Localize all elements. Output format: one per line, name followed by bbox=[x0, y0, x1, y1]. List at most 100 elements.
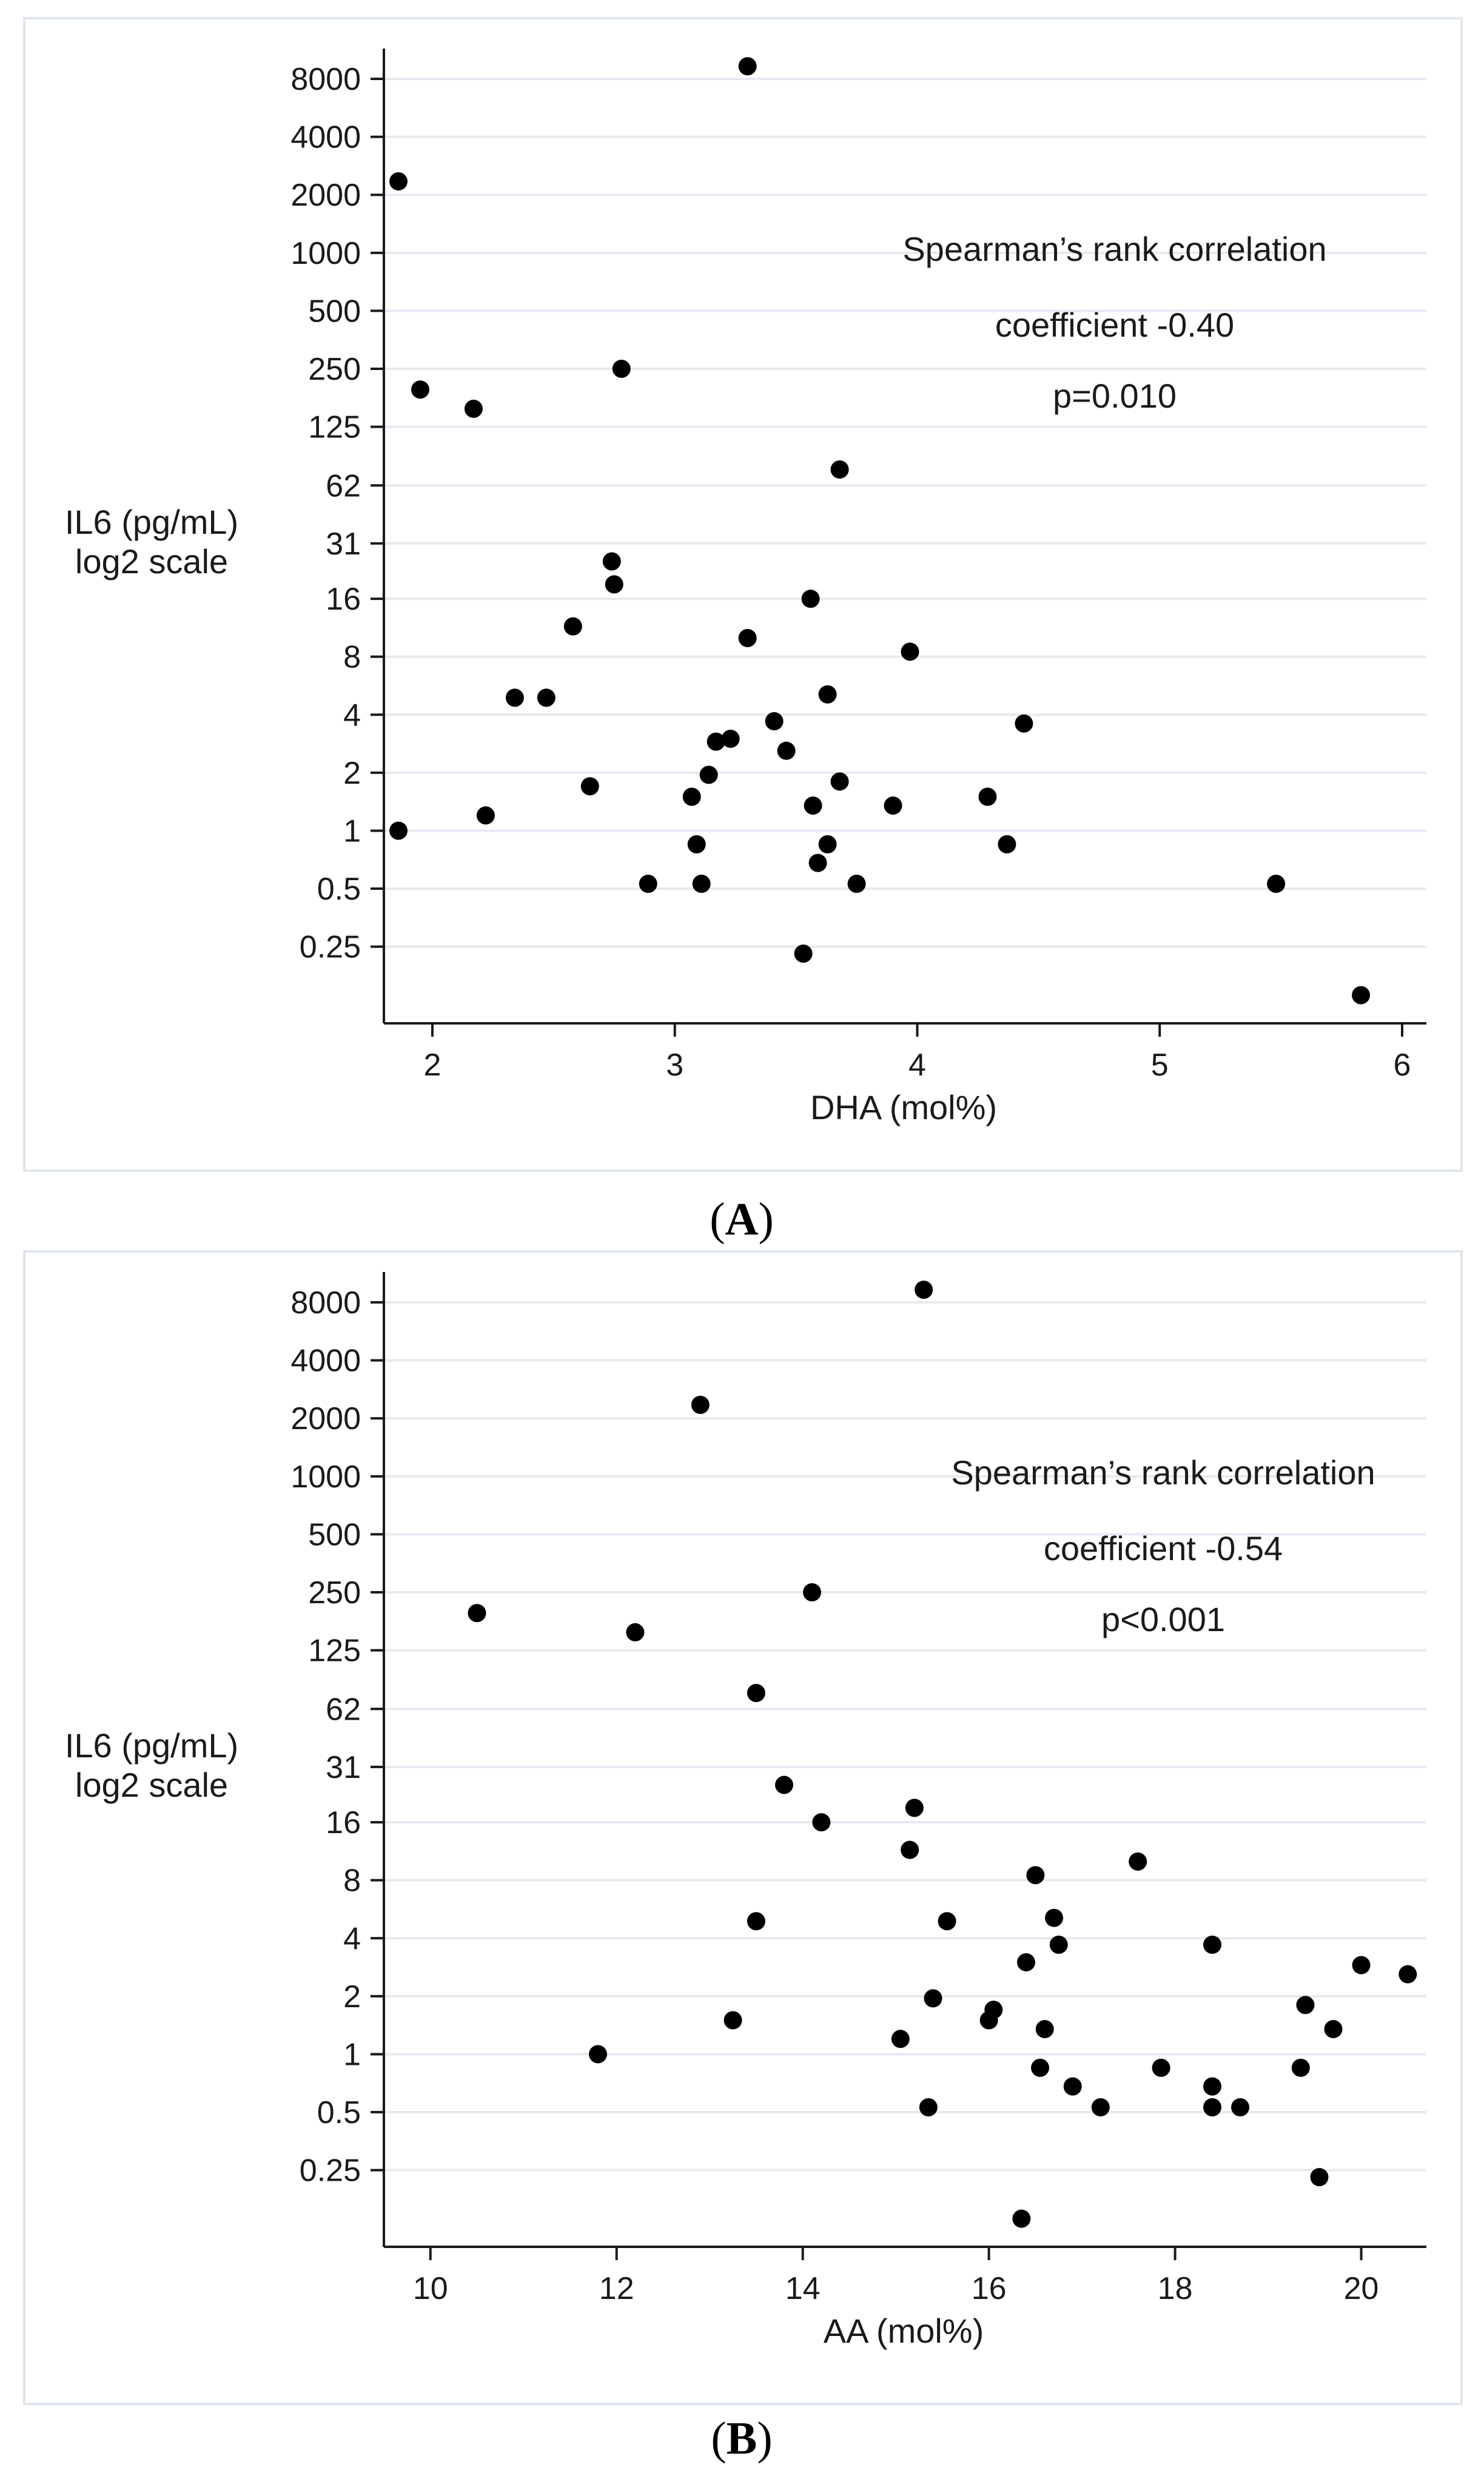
panel-a-data-point bbox=[721, 729, 740, 748]
panel-a-data-point bbox=[794, 944, 813, 963]
panel-b-y-tick-label: 4000 bbox=[290, 1344, 361, 1379]
panel-b-data-point bbox=[1063, 2077, 1082, 2096]
panel-a-annotation-line3: p=0.010 bbox=[1053, 377, 1177, 415]
panel-b: 0.250.5124816316212525050010002000400080… bbox=[23, 1250, 1463, 2405]
panel-a-y-axis-title-line2: log2 scale bbox=[75, 542, 228, 581]
panel-a-data-point bbox=[818, 685, 837, 704]
panel-b-y-axis-title-line2: log2 scale bbox=[75, 1766, 228, 1804]
panel-b-x-tick-label: 10 bbox=[413, 2271, 448, 2306]
panel-a-y-tick-label: 62 bbox=[326, 468, 361, 503]
panel-b-annotation-line3: p<0.001 bbox=[1101, 1600, 1225, 1638]
panel-a-data-point bbox=[808, 853, 827, 872]
panel-b-data-point bbox=[979, 2011, 998, 2030]
panel-a-data-point bbox=[804, 796, 822, 815]
panel-a-y-tick-label: 125 bbox=[308, 410, 361, 445]
panel-a-y-tick-label: 31 bbox=[326, 527, 361, 562]
panel-a-data-point bbox=[537, 688, 556, 707]
panel-b-y-tick-label: 8 bbox=[343, 1863, 361, 1899]
panel-b-data-point bbox=[1291, 2058, 1310, 2077]
panel-a-axes bbox=[383, 49, 1426, 1025]
panel-a-x-ticks: 2 3 4 5 6 bbox=[423, 1023, 1411, 1083]
panel-b-frame bbox=[23, 1250, 1463, 2405]
panel-a-frame bbox=[23, 17, 1463, 1172]
panel-a-data-point bbox=[476, 806, 495, 825]
panel-a-data-point bbox=[738, 57, 757, 76]
panel-a-annotation-line1: Spearman’s rank correlation bbox=[902, 230, 1326, 268]
panel-b-x-tick-label: 16 bbox=[972, 2271, 1007, 2306]
panel-a-y-tick-label: 0.5 bbox=[317, 872, 361, 907]
panel-a-y-tick-label: 8000 bbox=[290, 62, 361, 97]
panel-b-data-point bbox=[774, 1775, 793, 1794]
panel-b-data-point bbox=[1091, 2098, 1110, 2117]
panel-a-y-tick-label: 500 bbox=[308, 294, 361, 329]
panel-b-x-tick-label: 12 bbox=[599, 2271, 634, 2306]
panel-b-data-point bbox=[724, 2011, 742, 2030]
panel-a-data-point bbox=[1267, 875, 1286, 894]
panel-a-y-tick-label: 2 bbox=[343, 756, 361, 791]
panel-b-data-point bbox=[468, 1604, 486, 1623]
panel-b-y-tick-label: 16 bbox=[326, 1805, 361, 1840]
panel-b-gridlines bbox=[384, 1301, 1426, 2172]
panel-b-data-point bbox=[1017, 1953, 1036, 1971]
panel-b-data-point bbox=[901, 1840, 919, 1859]
panel-a-data-point bbox=[830, 460, 849, 479]
panel-b-data-point bbox=[924, 1989, 942, 2008]
panel-a-data-point bbox=[801, 590, 820, 608]
panel-b-data-point bbox=[905, 1799, 924, 1817]
panel-b-data-point bbox=[1035, 2020, 1054, 2039]
panel-b-data-point bbox=[1045, 1908, 1064, 1927]
panel-a-data-point bbox=[998, 835, 1016, 853]
panel-a-annotation-line2: coefficient -0.40 bbox=[995, 306, 1234, 344]
panel-b-y-ticks: 0.25 0.5 1 2 4 8 16 31 62 125 250 500 1000 2000 4000 80… bbox=[290, 1285, 384, 2189]
panel-b-data-point bbox=[589, 2045, 608, 2064]
panel-b-y-tick-label: 2000 bbox=[290, 1401, 361, 1436]
panel-b-data-point bbox=[1324, 2020, 1343, 2039]
panel-b-data-point bbox=[747, 1912, 765, 1931]
panel-a-data-point bbox=[777, 741, 796, 760]
panel-b-data-point bbox=[1152, 2058, 1170, 2077]
panel-b-y-tick-label: 0.5 bbox=[317, 2095, 361, 2130]
panel-b-data-point bbox=[691, 1395, 710, 1414]
panel-a-y-tick-label: 1 bbox=[343, 813, 361, 849]
panel-b-data-point bbox=[1296, 1996, 1315, 2014]
panel-a-data-point bbox=[1352, 986, 1371, 1005]
panel-b-data-point bbox=[1012, 2209, 1031, 2228]
panel-a-y-tick-label: 250 bbox=[308, 352, 361, 387]
panel-b-x-ticks: 10 12 14 16 18 20 bbox=[413, 2247, 1378, 2306]
panel-b-y-axis-title-line1: IL6 (pg/mL) bbox=[65, 1726, 238, 1765]
panel-b-data-point bbox=[1203, 2077, 1221, 2096]
panel-a-data-point bbox=[602, 552, 621, 571]
panel-b-x-axis-title: AA (mol%) bbox=[824, 2312, 984, 2350]
panel-a-data-point bbox=[707, 732, 725, 751]
panel-a-data-point bbox=[411, 380, 429, 399]
panel-a-data-point bbox=[612, 360, 631, 379]
panel-b-data-point bbox=[1398, 1965, 1417, 1984]
panel-a-data-point bbox=[978, 787, 997, 806]
panel-b-y-tick-label: 31 bbox=[326, 1750, 361, 1785]
panel-a-y-tick-label: 8 bbox=[343, 640, 361, 675]
panel-b-data-point bbox=[1203, 2098, 1221, 2117]
panel-b-data-point bbox=[803, 1583, 822, 1602]
panel-b-label: (B) bbox=[711, 2413, 772, 2464]
panel-b-data-point bbox=[938, 1912, 956, 1931]
panel-a-data-point bbox=[901, 642, 919, 661]
panel-a-data-point bbox=[505, 688, 524, 707]
panel-a-data-point bbox=[682, 787, 701, 806]
panel-a-data-point bbox=[639, 875, 657, 894]
panel-a-data-point bbox=[464, 399, 483, 418]
panel-b-data-point bbox=[1031, 2058, 1050, 2077]
panel-a-y-tick-label: 16 bbox=[326, 582, 361, 617]
panel-a-y-tick-label: 4000 bbox=[290, 120, 361, 155]
panel-b-y-tick-label: 1000 bbox=[290, 1459, 361, 1495]
panel-b-data-point bbox=[626, 1623, 645, 1641]
panel-b-data-point bbox=[919, 2098, 938, 2117]
panel-a-data-point bbox=[1015, 714, 1033, 733]
panel-a-data-point bbox=[389, 821, 408, 840]
panel-b-x-tick-label: 14 bbox=[785, 2271, 821, 2306]
panel-b-data-point bbox=[915, 1281, 933, 1299]
panel-a-y-axis-title-line1: IL6 (pg/mL) bbox=[65, 503, 238, 541]
panel-a-x-tick-label: 3 bbox=[666, 1048, 683, 1083]
panel-b-data-point bbox=[1026, 1866, 1045, 1885]
panel-b-data-point bbox=[747, 1684, 765, 1703]
